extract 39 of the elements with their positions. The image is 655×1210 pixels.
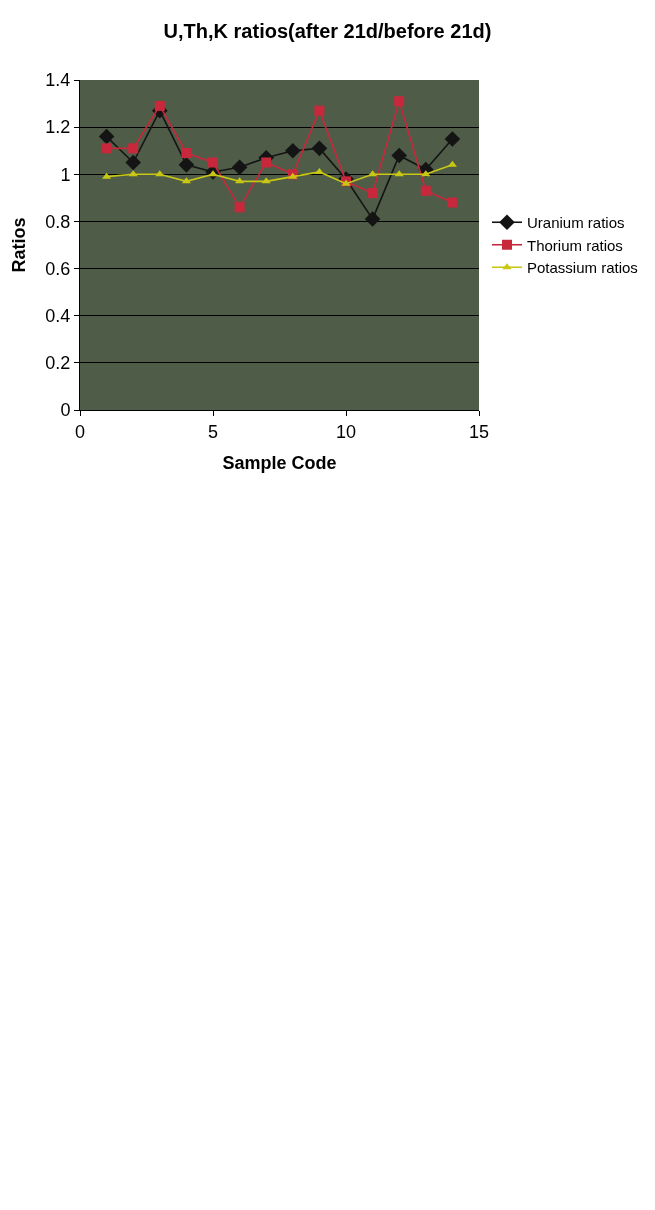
point <box>311 140 328 157</box>
y-tick-label: 0.6 <box>45 258 71 279</box>
y-tick-label: 0.4 <box>45 306 71 327</box>
point <box>364 211 381 227</box>
x-axis-title: Sample Code <box>222 452 337 473</box>
x-tick-label: 10 <box>335 421 357 442</box>
point <box>154 100 165 111</box>
point <box>101 143 112 154</box>
point <box>125 154 141 171</box>
point <box>447 197 458 208</box>
y-tick-label: 1 <box>60 164 71 185</box>
point <box>261 157 272 168</box>
point <box>420 185 431 196</box>
legend-label: Uranium ratios <box>526 214 625 232</box>
point <box>234 202 245 213</box>
point <box>98 128 115 145</box>
point <box>178 157 195 173</box>
y-tick-label: 0.2 <box>45 353 71 374</box>
point <box>314 105 325 116</box>
y-tick-label: 1.4 <box>45 70 71 91</box>
point <box>208 157 218 168</box>
legend-label: Thorium ratios <box>526 236 623 254</box>
y-tick-label: 1.2 <box>45 117 71 138</box>
point <box>391 147 407 164</box>
x-tick-label: 0 <box>74 421 86 442</box>
y-axis-title: Ratios <box>8 217 29 273</box>
point <box>128 143 139 154</box>
point <box>444 131 461 147</box>
chart-title: U,Th,K ratios(after 21d/before 21d) <box>163 20 492 42</box>
point <box>231 159 248 176</box>
y-tick-label: 0.8 <box>45 211 71 232</box>
y-tick-label: 0 <box>60 400 71 421</box>
point <box>285 142 301 159</box>
point <box>367 188 378 199</box>
point <box>181 148 192 159</box>
point <box>394 96 405 107</box>
x-tick-label: 15 <box>468 421 490 442</box>
legend-label: Potassium ratios <box>526 259 638 277</box>
x-tick-label: 5 <box>207 421 219 442</box>
